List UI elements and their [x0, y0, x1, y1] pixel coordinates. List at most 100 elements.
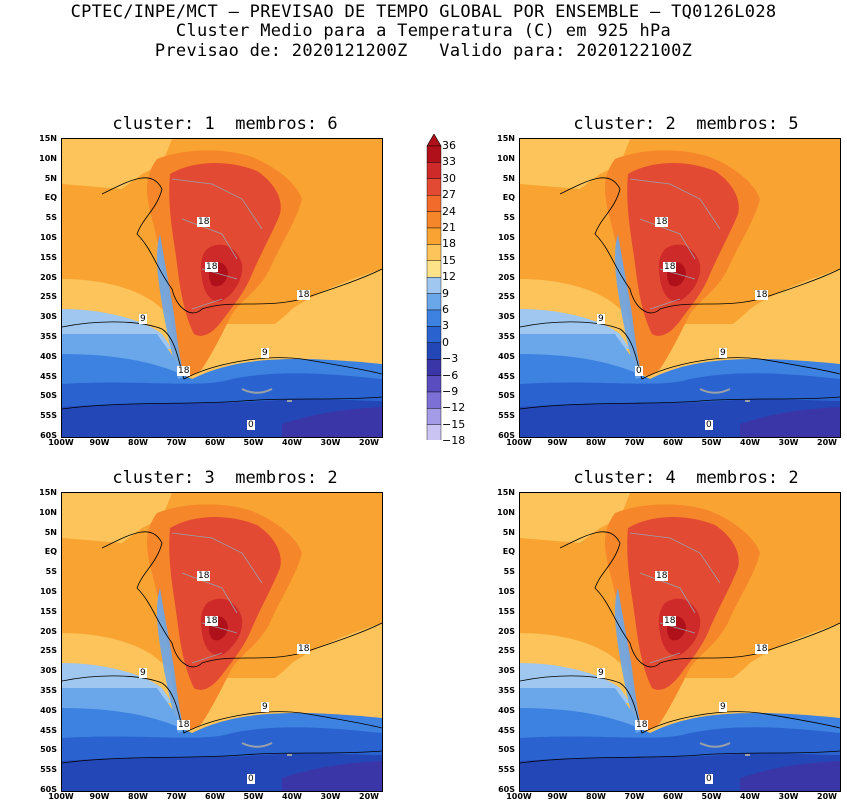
longitude-label: 90W [89, 792, 110, 801]
latitude-label: 45S [498, 371, 515, 381]
colorbar-segment [426, 358, 442, 376]
latitude-label: 10N [39, 507, 57, 517]
latitude-label: 15N [497, 488, 515, 497]
colorbar-level-label: 15 [442, 253, 456, 267]
colorbar-level-label: 36 [442, 139, 456, 152]
latitude-label: 55S [40, 411, 57, 421]
latitude-label: 15N [39, 134, 57, 143]
temperature-map [61, 492, 383, 792]
colorbar-segment [426, 424, 442, 440]
colorbar-segment [426, 342, 442, 360]
latitude-label: 40S [40, 705, 57, 715]
longitude-label: 50W [243, 438, 264, 447]
latitude-label: 5N [502, 173, 515, 183]
contour-label: 18 [297, 290, 311, 300]
colorbar-segment [426, 211, 442, 229]
longitude-label: 90W [547, 438, 568, 447]
colorbar-segment [426, 326, 442, 343]
contour-label: 18 [755, 644, 769, 654]
latitude-label: 25S [40, 646, 57, 656]
contour-label: 18 [663, 262, 677, 272]
latitude-label: 5N [502, 527, 515, 537]
colorbar-level-label: −6 [442, 368, 459, 382]
colorbar-level-label: 21 [442, 221, 456, 234]
latitude-label: 15S [40, 252, 57, 262]
longitude-label: 80W [128, 792, 148, 801]
colorbar-level-label: 18 [442, 237, 456, 251]
longitude-label: 100W [506, 792, 532, 801]
temperature-map [61, 138, 383, 438]
latitude-label: 10S [498, 587, 515, 596]
latitude-label: 60S [40, 785, 57, 794]
colorbar-level-label: 9 [442, 286, 449, 300]
latitude-label: 50S [498, 745, 515, 755]
longitude-label: 40W [282, 792, 302, 801]
contour-label: 0 [635, 366, 643, 376]
longitude-label: 70W [624, 438, 645, 447]
colorbar-segment [426, 375, 442, 393]
contour-label: 18 [197, 571, 211, 581]
latitude-label: 15S [498, 252, 515, 262]
latitude-label: 50S [498, 391, 515, 401]
latitude-label: 55S [40, 765, 57, 775]
contour-label: 9 [597, 668, 605, 678]
latitude-label: 45S [498, 725, 515, 735]
contour-label: 18 [655, 571, 669, 581]
colorbar-segment [426, 227, 442, 245]
colorbar-level-label: −15 [442, 417, 466, 431]
colorbar-top-arrow [426, 134, 442, 147]
contour-label: 18 [663, 616, 677, 626]
longitude-label: 30W [320, 792, 341, 801]
contour-label: 18 [177, 720, 191, 730]
latitude-label: EQ [44, 193, 57, 203]
latitude-label: 5S [45, 567, 57, 577]
longitude-label: 100W [48, 438, 74, 447]
latitude-label: 5N [44, 173, 57, 183]
latitude-label: 45S [40, 371, 57, 381]
contour-label: 0 [247, 420, 255, 430]
contour-label: 0 [705, 774, 713, 784]
longitude-label: 60W [663, 792, 683, 801]
contour-label: 18 [197, 217, 211, 227]
colorbar-segment [426, 162, 442, 179]
colorbar-level-label: 0 [442, 335, 449, 349]
panel-title: cluster: 4 membros: 2 [573, 468, 799, 488]
latitude-label: 15S [40, 606, 57, 616]
longitude-label: 50W [701, 438, 722, 447]
latitude-label: 5N [44, 527, 57, 537]
latitude-label: 5S [503, 213, 515, 223]
longitude-label: 100W [48, 792, 74, 801]
longitude-label: 50W [243, 792, 264, 801]
temperature-map [519, 138, 841, 438]
latitude-label: 5S [45, 213, 57, 223]
colorbar-level-label: −9 [442, 385, 459, 398]
latitude-label: 40S [498, 705, 515, 715]
latitude-label: 10S [40, 587, 57, 596]
latitude-label: EQ [44, 547, 57, 557]
latitude-label: 10N [497, 153, 515, 163]
temperature-map [519, 492, 841, 792]
colorbar-level-label: −12 [442, 401, 466, 415]
longitude-label: 40W [740, 438, 760, 447]
header-line-2: Cluster Medio para a Temperatura (C) em … [175, 21, 672, 41]
contour-label: 9 [719, 348, 727, 358]
contour-label: 0 [705, 420, 713, 430]
colorbar-segment [426, 145, 442, 163]
colorbar-level-label: −18 [442, 434, 466, 448]
latitude-label: 20S [498, 272, 515, 282]
contour-label: 18 [655, 217, 669, 227]
latitude-label: 40S [498, 351, 515, 361]
colorbar-segment [426, 195, 442, 212]
colorbar-segment [426, 260, 442, 278]
longitude-label: 80W [586, 792, 606, 801]
latitude-label: 50S [40, 391, 57, 401]
latitude-label: 10S [498, 233, 515, 242]
latitude-label: 60S [498, 431, 515, 440]
contour-label: 9 [261, 348, 269, 358]
longitude-label: 30W [778, 792, 799, 801]
longitude-label: 90W [89, 438, 110, 447]
latitude-label: 15N [39, 488, 57, 497]
panel-title: cluster: 1 membros: 6 [112, 114, 338, 134]
longitude-label: 60W [663, 438, 683, 447]
latitude-label: 20S [498, 626, 515, 636]
